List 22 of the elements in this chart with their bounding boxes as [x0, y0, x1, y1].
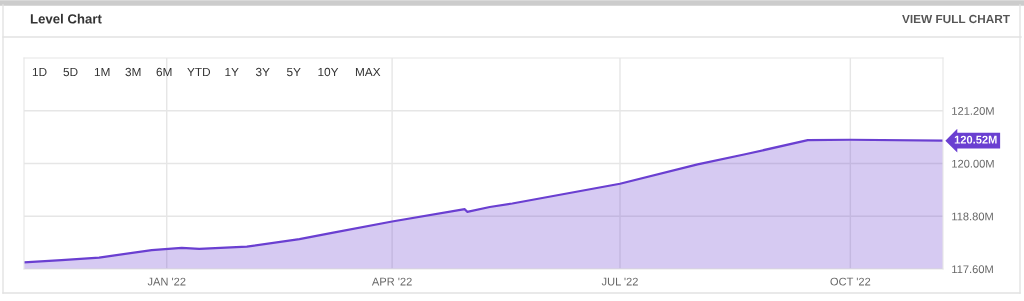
- x-tick-label: OCT '22: [830, 277, 871, 286]
- annotation: YTD: [187, 67, 211, 77]
- x-tick-label: JUL '22: [601, 277, 638, 286]
- annotation: 1Y: [225, 67, 239, 77]
- x-tick-label: APR '22: [371, 277, 412, 286]
- annotation: 1M: [94, 67, 110, 77]
- y-tick-label: 118.80M: [952, 212, 993, 221]
- y-tick-label: 120.00M: [952, 159, 994, 168]
- y-tick-label: 117.60M: [952, 265, 993, 274]
- chart-title: Level Chart: [30, 13, 102, 24]
- y-tick-label: 121.20M: [952, 107, 994, 115]
- annotation: 5D: [63, 67, 78, 77]
- annotation: MAX: [355, 67, 381, 77]
- text: VIEW FULL CHART: [902, 14, 1010, 24]
- x-tick-label: JAN '22: [147, 277, 186, 286]
- annotation: 3M: [125, 67, 141, 77]
- annotation: 5Y: [286, 67, 301, 77]
- annotation: 10Y: [318, 67, 339, 77]
- annotation: 120.52M: [954, 135, 997, 144]
- annotation: 6M: [156, 67, 172, 77]
- annotation: 3Y: [255, 67, 270, 77]
- annotation: 1D: [32, 67, 47, 77]
